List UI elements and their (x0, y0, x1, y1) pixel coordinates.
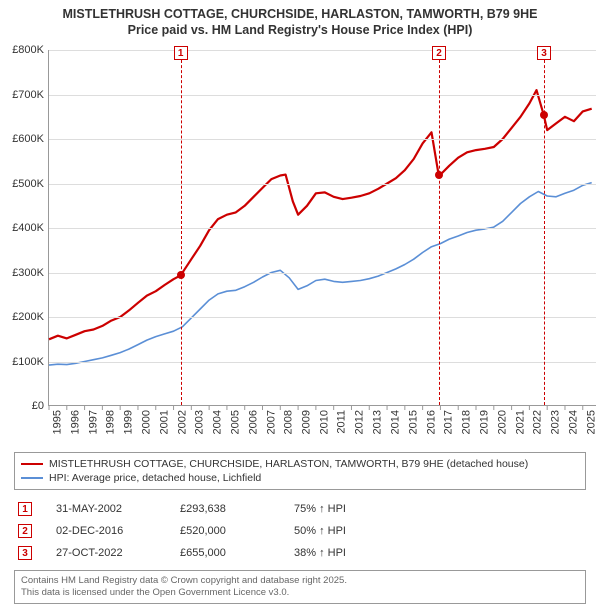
event-row: 3 27-OCT-2022 £655,000 38% ↑ HPI (14, 542, 586, 564)
event-point (177, 271, 185, 279)
gridline (49, 184, 596, 185)
legend-swatch (21, 463, 43, 465)
footer-line-1: Contains HM Land Registry data © Crown c… (21, 575, 579, 587)
footer-line-2: This data is licensed under the Open Gov… (21, 587, 579, 599)
event-vline (439, 50, 440, 405)
chart-title: MISTLETHRUSH COTTAGE, CHURCHSIDE, HARLAS… (0, 0, 600, 41)
event-marker-icon: 1 (18, 502, 32, 516)
y-tick-label: £300K (0, 267, 44, 279)
y-tick-label: £400K (0, 222, 44, 234)
event-point (540, 111, 548, 119)
gridline (49, 362, 596, 363)
event-marker-box: 1 (174, 46, 188, 60)
chart-container: 123 £0£100K£200K£300K£400K£500K£600K£700… (0, 44, 600, 450)
legend-item: MISTLETHRUSH COTTAGE, CHURCHSIDE, HARLAS… (21, 457, 579, 471)
event-pct: 75% ↑ HPI (294, 503, 404, 515)
gridline (49, 317, 596, 318)
title-line-2: Price paid vs. HM Land Registry's House … (10, 22, 590, 38)
bottom-panel: MISTLETHRUSH COTTAGE, CHURCHSIDE, HARLAS… (14, 452, 586, 604)
gridline (49, 273, 596, 274)
event-point (435, 171, 443, 179)
events-table: 1 31-MAY-2002 £293,638 75% ↑ HPI 2 02-DEC-201… (14, 498, 586, 564)
gridline (49, 50, 596, 51)
y-tick-label: £500K (0, 178, 44, 190)
y-tick-label: £100K (0, 356, 44, 368)
event-price: £293,638 (180, 503, 270, 515)
event-row: 2 02-DEC-2016 £520,000 50% ↑ HPI (14, 520, 586, 542)
legend-label: MISTLETHRUSH COTTAGE, CHURCHSIDE, HARLAS… (49, 458, 528, 470)
x-tick-label: 2025 (585, 410, 600, 434)
legend-label: HPI: Average price, detached house, Lich… (49, 472, 261, 484)
event-marker-icon: 2 (18, 524, 32, 538)
event-marker-box: 2 (432, 46, 446, 60)
event-marker-box: 3 (537, 46, 551, 60)
event-pct: 50% ↑ HPI (294, 525, 404, 537)
series-hpi (49, 183, 592, 366)
y-tick-label: £800K (0, 44, 44, 56)
event-row: 1 31-MAY-2002 £293,638 75% ↑ HPI (14, 498, 586, 520)
legend: MISTLETHRUSH COTTAGE, CHURCHSIDE, HARLAS… (14, 452, 586, 490)
footer-note: Contains HM Land Registry data © Crown c… (14, 570, 586, 604)
gridline (49, 139, 596, 140)
title-line-1: MISTLETHRUSH COTTAGE, CHURCHSIDE, HARLAS… (10, 6, 590, 22)
y-tick-label: £0 (0, 400, 44, 412)
gridline (49, 95, 596, 96)
y-tick-label: £700K (0, 89, 44, 101)
y-tick-label: £200K (0, 311, 44, 323)
event-price: £655,000 (180, 547, 270, 559)
plot-area: 123 (48, 50, 596, 406)
gridline (49, 228, 596, 229)
legend-swatch (21, 477, 43, 479)
event-price: £520,000 (180, 525, 270, 537)
y-tick-label: £600K (0, 133, 44, 145)
event-vline (181, 50, 182, 405)
event-date: 02-DEC-2016 (56, 525, 156, 537)
event-marker-icon: 3 (18, 546, 32, 560)
legend-item: HPI: Average price, detached house, Lich… (21, 471, 579, 485)
event-vline (544, 50, 545, 405)
event-date: 27-OCT-2022 (56, 547, 156, 559)
event-date: 31-MAY-2002 (56, 503, 156, 515)
event-pct: 38% ↑ HPI (294, 547, 404, 559)
